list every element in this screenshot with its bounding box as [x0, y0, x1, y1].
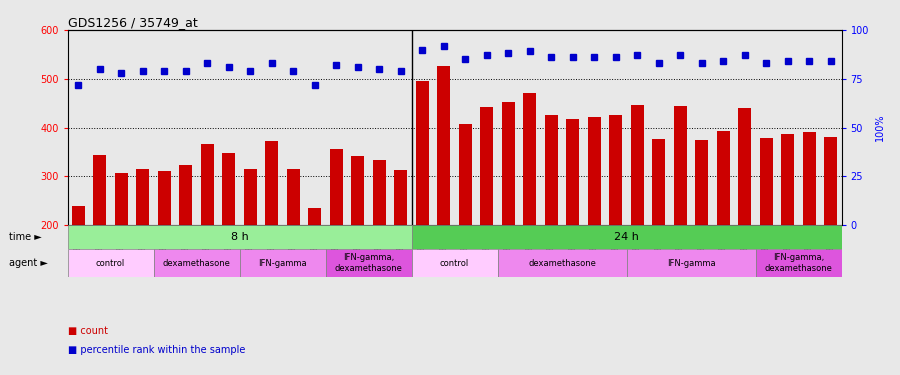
Bar: [626, 249, 755, 278]
Bar: [239, 249, 326, 278]
Text: GDS1256 / 35749_at: GDS1256 / 35749_at: [68, 16, 197, 29]
Bar: [115, 173, 128, 225]
Text: IFN-gamma,
dexamethasone: IFN-gamma, dexamethasone: [335, 253, 402, 273]
Bar: [716, 131, 730, 225]
Bar: [588, 117, 600, 225]
Bar: [179, 165, 193, 225]
Bar: [411, 249, 498, 278]
Y-axis label: 100%: 100%: [875, 114, 885, 141]
Text: time ►: time ►: [10, 232, 42, 242]
Bar: [326, 249, 411, 278]
Bar: [502, 102, 515, 225]
Text: control: control: [96, 258, 125, 267]
Text: dexamethasone: dexamethasone: [528, 258, 596, 267]
Bar: [287, 168, 300, 225]
Text: agent ►: agent ►: [10, 258, 49, 268]
Bar: [652, 139, 665, 225]
Bar: [566, 119, 580, 225]
Text: 8 h: 8 h: [230, 232, 248, 242]
Bar: [437, 66, 450, 225]
Bar: [498, 249, 626, 278]
Bar: [738, 108, 752, 225]
Bar: [222, 153, 235, 225]
Text: IFN-gamma: IFN-gamma: [258, 258, 307, 267]
Bar: [674, 106, 687, 225]
Bar: [94, 155, 106, 225]
Bar: [760, 138, 773, 225]
Text: dexamethasone: dexamethasone: [163, 258, 230, 267]
Bar: [72, 206, 85, 225]
Bar: [394, 171, 407, 225]
Text: ■ count: ■ count: [68, 326, 107, 336]
Bar: [481, 106, 493, 225]
Text: 24 h: 24 h: [614, 232, 639, 242]
Bar: [824, 137, 837, 225]
Bar: [244, 170, 256, 225]
Bar: [803, 132, 815, 225]
Bar: [609, 116, 622, 225]
Text: control: control: [440, 258, 469, 267]
Bar: [266, 141, 278, 225]
Bar: [544, 116, 558, 225]
Bar: [68, 249, 154, 278]
Bar: [416, 81, 428, 225]
Bar: [154, 249, 239, 278]
Bar: [631, 105, 644, 225]
Bar: [459, 124, 472, 225]
Text: ■ percentile rank within the sample: ■ percentile rank within the sample: [68, 345, 245, 355]
Bar: [755, 249, 842, 278]
Bar: [201, 144, 213, 225]
Bar: [309, 208, 321, 225]
Bar: [373, 160, 386, 225]
Bar: [158, 171, 171, 225]
Text: IFN-gamma: IFN-gamma: [667, 258, 716, 267]
Bar: [781, 134, 794, 225]
Bar: [696, 140, 708, 225]
Bar: [136, 170, 149, 225]
Bar: [351, 156, 364, 225]
Bar: [68, 225, 411, 249]
Bar: [523, 93, 536, 225]
Bar: [411, 225, 842, 249]
Text: IFN-gamma,
dexamethasone: IFN-gamma, dexamethasone: [765, 253, 832, 273]
Bar: [329, 148, 343, 225]
